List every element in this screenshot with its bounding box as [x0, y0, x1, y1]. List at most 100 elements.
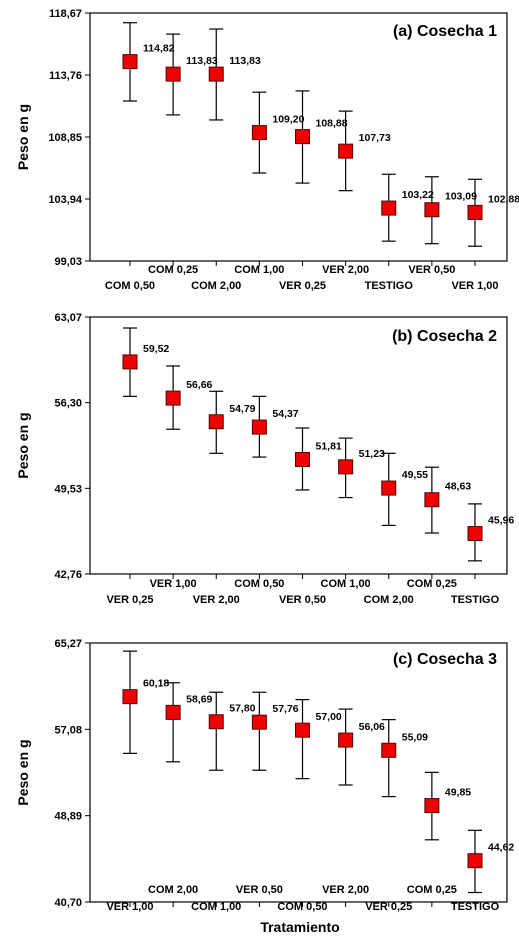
- x-tick-label: VER 2,00: [322, 264, 369, 276]
- y-axis-label: Peso en g: [15, 104, 31, 170]
- data-point-marker: [467, 853, 483, 869]
- x-tick-label: COM 0,25: [407, 884, 457, 896]
- data-value-label: 103,09: [445, 191, 477, 203]
- data-value-label: 58,69: [186, 693, 212, 705]
- data-point-marker: [251, 714, 267, 730]
- x-tick-label: TESTIGO: [451, 901, 500, 913]
- data-point-marker: [208, 714, 224, 730]
- data-point-marker: [165, 704, 181, 720]
- data-value-label: 49,55: [402, 469, 428, 481]
- panel-title: (a) Cosecha 1: [393, 23, 497, 40]
- data-value-label: 51,23: [359, 448, 385, 460]
- y-tick-label: 99,03: [54, 256, 82, 268]
- data-point-marker: [467, 204, 483, 220]
- data-value-label: 103,22: [402, 189, 434, 201]
- x-tick-label: VER 0,25: [106, 594, 153, 606]
- data-point-marker: [467, 526, 483, 542]
- data-point-marker: [338, 459, 354, 475]
- data-value-label: 113,83: [186, 55, 218, 67]
- x-tick-label: COM 0,50: [277, 901, 327, 913]
- y-tick-label: 48,89: [54, 811, 82, 823]
- data-value-label: 108,88: [316, 118, 348, 130]
- data-value-label: 49,85: [445, 787, 471, 799]
- x-tick-label: VER 1,00: [106, 901, 153, 913]
- y-tick-label: 65,27: [54, 638, 82, 650]
- x-tick-label: VER 1,00: [451, 280, 498, 292]
- data-value-label: 57,80: [229, 703, 255, 715]
- data-point-marker: [122, 354, 138, 370]
- x-tick-label: VER 0,50: [236, 884, 283, 896]
- data-point-marker: [424, 492, 440, 508]
- data-value-label: 102,88: [488, 193, 519, 205]
- x-tick-label: COM 0,25: [148, 264, 198, 276]
- x-tick-label: COM 1,00: [234, 264, 284, 276]
- panel-title: (c) Cosecha 3: [393, 651, 497, 668]
- data-value-label: 44,62: [488, 842, 514, 854]
- x-axis-label: Tratamiento: [260, 919, 339, 935]
- data-point-marker: [165, 390, 181, 406]
- data-value-label: 48,63: [445, 481, 471, 493]
- x-tick-label: COM 2,00: [364, 594, 414, 606]
- y-axis-label: Peso en g: [15, 739, 31, 805]
- data-point-marker: [424, 798, 440, 814]
- data-point-marker: [208, 66, 224, 82]
- x-tick-label: COM 2,00: [148, 884, 198, 896]
- x-tick-label: TESTIGO: [451, 594, 500, 606]
- x-tick-label: VER 0,25: [279, 280, 326, 292]
- data-point-marker: [122, 689, 138, 705]
- panel-title: (b) Cosecha 2: [392, 328, 497, 345]
- y-tick-label: 49,53: [54, 483, 82, 495]
- data-value-label: 45,96: [488, 515, 514, 527]
- data-point-marker: [381, 200, 397, 216]
- data-value-label: 114,82: [143, 43, 175, 55]
- y-tick-label: 56,30: [54, 398, 82, 410]
- data-value-label: 54,37: [272, 408, 298, 420]
- y-tick-label: 63,07: [54, 312, 82, 324]
- data-point-marker: [295, 722, 310, 738]
- data-value-label: 60,18: [143, 678, 169, 690]
- y-tick-label: 113,76: [49, 70, 82, 82]
- data-point-marker: [122, 54, 138, 70]
- y-tick-label: 103,94: [48, 194, 83, 206]
- x-tick-label: COM 1,00: [321, 578, 371, 590]
- x-tick-label: VER 2,00: [322, 884, 369, 896]
- x-tick-label: VER 0,25: [365, 901, 412, 913]
- data-value-label: 56,06: [359, 721, 385, 733]
- panel-cosecha-1: 99,03 103,94 108,85 113,76 118,67 COM 0,50 COM…: [15, 8, 519, 292]
- x-tick-label: COM 0,50: [105, 280, 155, 292]
- data-value-label: 59,52: [143, 343, 169, 355]
- data-point-marker: [338, 732, 354, 748]
- x-tick-label: COM 0,50: [234, 578, 284, 590]
- data-value-label: 57,00: [316, 711, 342, 723]
- x-tick-label: VER 0,50: [279, 594, 326, 606]
- y-tick-label: 57,08: [54, 724, 82, 736]
- data-value-label: 55,09: [402, 731, 428, 743]
- y-axis-label: Peso en g: [15, 412, 31, 478]
- y-tick-label: 118,67: [49, 8, 82, 20]
- plot-frame: [89, 316, 508, 575]
- x-tick-label: COM 2,00: [191, 280, 241, 292]
- data-point-marker: [381, 742, 397, 758]
- data-value-label: 57,76: [272, 703, 298, 715]
- data-point-marker: [251, 125, 267, 141]
- data-value-label: 56,66: [186, 379, 212, 391]
- x-tick-label: VER 0,50: [408, 264, 455, 276]
- data-point-marker: [208, 414, 224, 430]
- x-tick-label: COM 1,00: [191, 901, 241, 913]
- y-tick-label: 42,76: [54, 569, 82, 581]
- plot-frame: [89, 642, 508, 903]
- data-point-marker: [338, 143, 354, 159]
- data-point-marker: [295, 451, 310, 467]
- data-value-label: 109,20: [272, 114, 304, 126]
- data-value-label: 54,79: [229, 403, 255, 415]
- y-tick-label: 40,70: [54, 897, 82, 909]
- panel-cosecha-2: 42,76 49,53 56,30 63,07 VER 0,25 VER 1,00 VER …: [15, 312, 514, 606]
- data-point-marker: [424, 202, 440, 218]
- y-tick-label: 108,85: [48, 132, 82, 144]
- data-point-marker: [165, 66, 181, 82]
- data-value-label: 51,81: [316, 440, 342, 452]
- data-value-label: 107,73: [359, 132, 391, 144]
- data-point-marker: [251, 419, 267, 435]
- x-tick-label: VER 1,00: [150, 578, 197, 590]
